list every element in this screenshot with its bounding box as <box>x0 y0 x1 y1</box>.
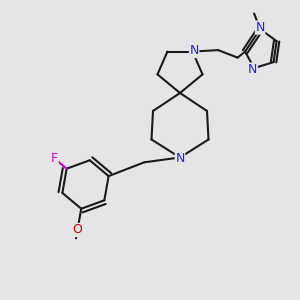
Text: F: F <box>51 152 58 165</box>
Text: N: N <box>175 152 185 166</box>
Text: N: N <box>189 44 199 58</box>
Text: N: N <box>255 21 265 34</box>
Text: N: N <box>248 63 257 76</box>
Text: O: O <box>73 224 82 236</box>
